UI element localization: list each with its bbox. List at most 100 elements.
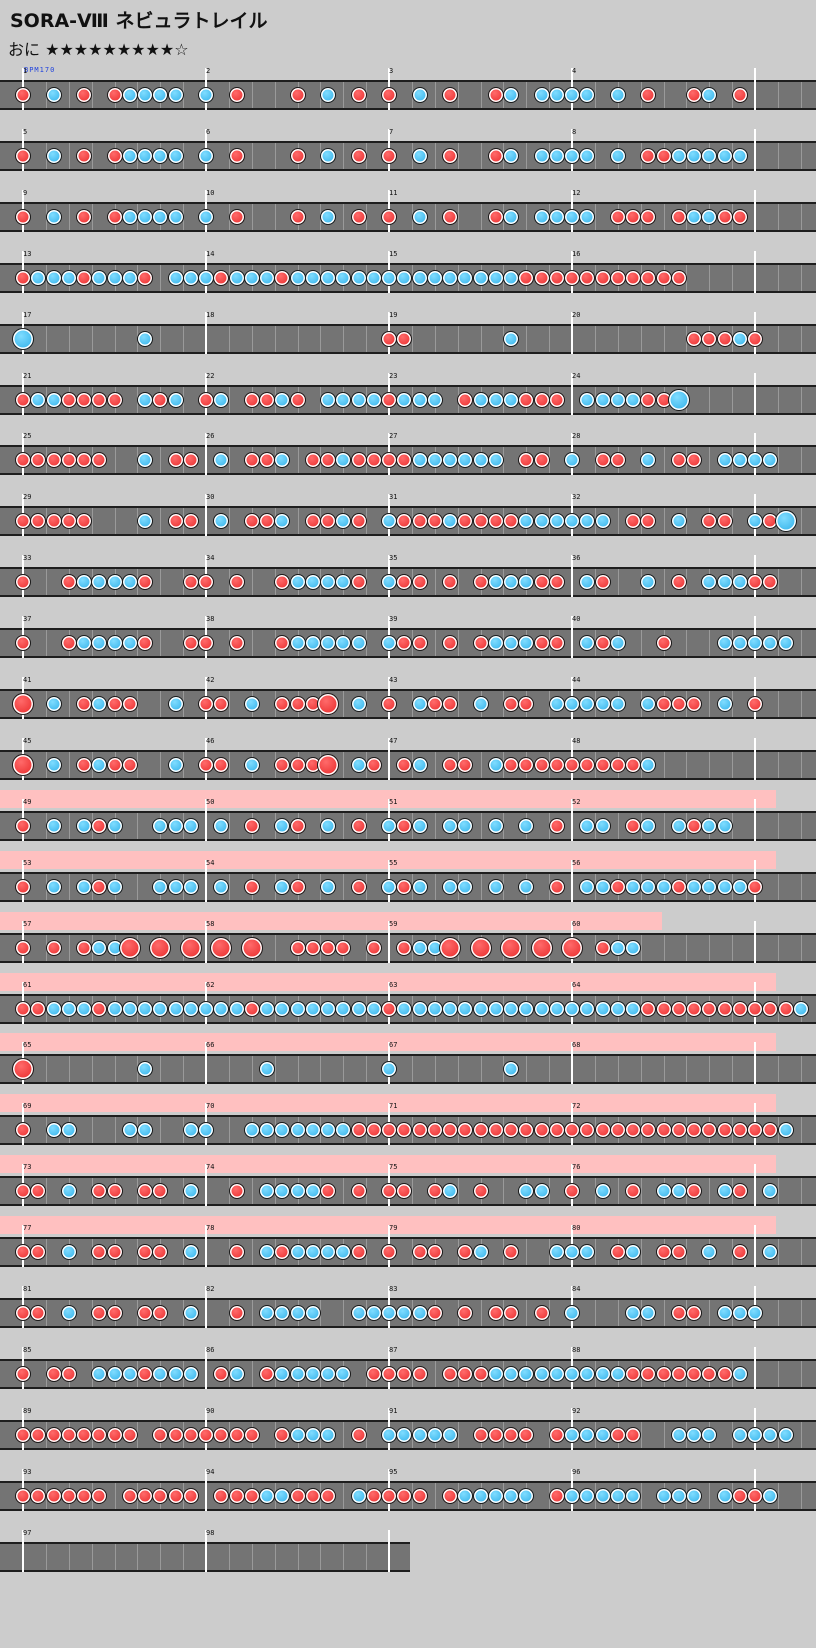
beat-tick <box>457 1056 459 1083</box>
don-note <box>45 939 62 956</box>
ka-note <box>533 208 550 225</box>
beat-tick <box>160 751 162 778</box>
don-note <box>396 878 413 895</box>
beat-tick <box>45 1178 47 1205</box>
ka-note <box>335 1365 352 1382</box>
beat-tick <box>640 1482 642 1509</box>
don-note <box>60 391 77 408</box>
ka-note <box>426 1000 443 1017</box>
don-note <box>365 756 382 773</box>
don-note <box>625 1183 641 1200</box>
don-note <box>243 1426 260 1443</box>
ka-note <box>548 87 565 103</box>
ka-note <box>716 817 733 834</box>
beat-tick <box>274 325 276 352</box>
don-note <box>442 574 458 591</box>
don-note <box>655 1244 672 1261</box>
ka-note <box>137 1000 153 1017</box>
don-note <box>594 939 611 956</box>
beat-tick <box>228 1543 230 1570</box>
don-note <box>76 208 92 225</box>
ka-note <box>320 87 336 103</box>
beat-tick <box>366 1178 368 1205</box>
ka-note <box>274 1000 291 1017</box>
don-note <box>442 635 458 652</box>
ka-note <box>625 939 641 956</box>
don-note <box>30 1244 47 1261</box>
ka-note <box>304 1305 321 1321</box>
don-note <box>15 391 31 408</box>
ka-note <box>411 756 428 773</box>
beat-tick <box>251 1178 253 1205</box>
barline <box>205 798 207 841</box>
measure-number: 23 <box>389 371 398 380</box>
ka-note <box>259 1305 275 1321</box>
beat-tick <box>800 1360 802 1387</box>
measure-number: 50 <box>206 797 215 806</box>
beat-tick <box>594 82 596 108</box>
measure-number: 78 <box>206 1224 215 1233</box>
beat-tick <box>480 873 482 900</box>
don-note <box>76 513 92 530</box>
beat-tick <box>777 1482 779 1509</box>
beat-tick <box>732 934 734 961</box>
don-note <box>655 269 672 286</box>
measure-number: 63 <box>389 980 398 989</box>
don-note <box>411 1365 428 1382</box>
ka-note <box>579 208 596 225</box>
barline <box>571 798 573 841</box>
beat-tick <box>183 1543 185 1570</box>
beat-tick <box>777 1300 779 1326</box>
don-note <box>670 1365 687 1382</box>
ka-note <box>731 1426 748 1443</box>
beat-tick <box>68 691 70 717</box>
don-note <box>426 696 443 712</box>
don-note <box>609 756 626 773</box>
beat-tick <box>777 1056 779 1083</box>
ka-note <box>518 1000 535 1017</box>
bpm-marker: BPM170 <box>24 66 56 74</box>
don-note <box>15 1487 31 1504</box>
ka-note <box>411 147 428 164</box>
ka-note <box>320 147 336 164</box>
don-note <box>182 635 199 652</box>
measure-number: 36 <box>572 554 581 563</box>
don-note <box>350 817 367 834</box>
barline <box>205 311 207 354</box>
don-note <box>304 513 321 530</box>
barline <box>754 250 756 293</box>
beat-tick <box>434 812 436 839</box>
beat-tick <box>68 873 70 900</box>
barline <box>205 859 207 902</box>
ka-note <box>335 391 352 408</box>
beat-tick <box>320 325 322 352</box>
ka-note <box>625 878 641 895</box>
beat-tick <box>45 630 47 657</box>
ka-note <box>518 878 535 895</box>
don-note <box>381 696 397 712</box>
beat-tick <box>777 264 779 291</box>
measure-number: 28 <box>572 432 581 441</box>
don-note <box>594 1122 611 1139</box>
measure-number: 55 <box>389 858 398 867</box>
don-note <box>381 208 397 225</box>
ka-note <box>548 1244 565 1261</box>
ka-note <box>472 391 489 408</box>
don-note <box>548 756 565 773</box>
don-note <box>167 513 184 530</box>
don-note <box>381 87 397 103</box>
beat-tick <box>526 934 528 961</box>
barline <box>754 1346 756 1389</box>
ka-note <box>137 1122 153 1139</box>
don-note <box>655 147 672 164</box>
beat-tick <box>68 751 70 778</box>
beat-tick <box>183 82 185 108</box>
don-note <box>213 269 230 286</box>
measure-number: 13 <box>23 249 32 258</box>
measure-number: 89 <box>23 1406 32 1415</box>
measure-number: 56 <box>572 858 581 867</box>
ka-note <box>365 269 382 286</box>
beat-tick <box>777 812 779 839</box>
don-note <box>503 696 519 712</box>
barline <box>388 1529 390 1572</box>
